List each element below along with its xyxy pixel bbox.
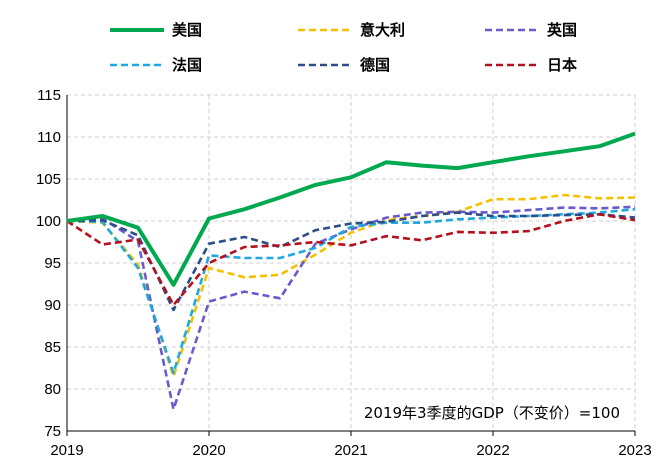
y-tick-label: 80 <box>44 381 61 398</box>
x-tick-label: 2020 <box>192 442 225 459</box>
legend-label-0: 美国 <box>172 21 202 39</box>
y-tick-label: 75 <box>44 423 61 440</box>
base-note-annotation: 2019年3季度的GDP（不变价）=100 <box>364 404 620 422</box>
y-tick-label: 110 <box>37 129 61 146</box>
x-tick-label: 2019 <box>50 442 83 459</box>
legend-label-1: 意大利 <box>360 21 405 39</box>
series-line-3 <box>66 207 636 375</box>
y-tick-label: 90 <box>44 297 61 314</box>
legend-label-4: 德国 <box>360 56 390 74</box>
series-line-0 <box>66 131 636 287</box>
y-tick-label: 95 <box>44 255 61 272</box>
series-line-4 <box>66 211 636 312</box>
axes: 75 80 85 90 95 100 105 110 115 2019 2020 2021 2022 20… <box>36 87 652 459</box>
legend-label-5: 日本 <box>547 56 577 74</box>
series-lines <box>66 131 636 411</box>
x-tick-label: 2022 <box>476 442 509 459</box>
x-tick-label: 2023 <box>618 442 651 459</box>
y-tick-label: 85 <box>44 339 61 356</box>
legend-label-2: 英国 <box>547 21 577 39</box>
series-line-5 <box>66 213 636 307</box>
y-tick-label: 105 <box>36 171 61 188</box>
legend-label-3: 法国 <box>172 56 202 74</box>
series-line-2 <box>66 205 636 411</box>
y-tick-label: 115 <box>37 87 61 104</box>
x-tick-label: 2021 <box>334 442 367 459</box>
y-tick-label: 100 <box>36 213 61 230</box>
